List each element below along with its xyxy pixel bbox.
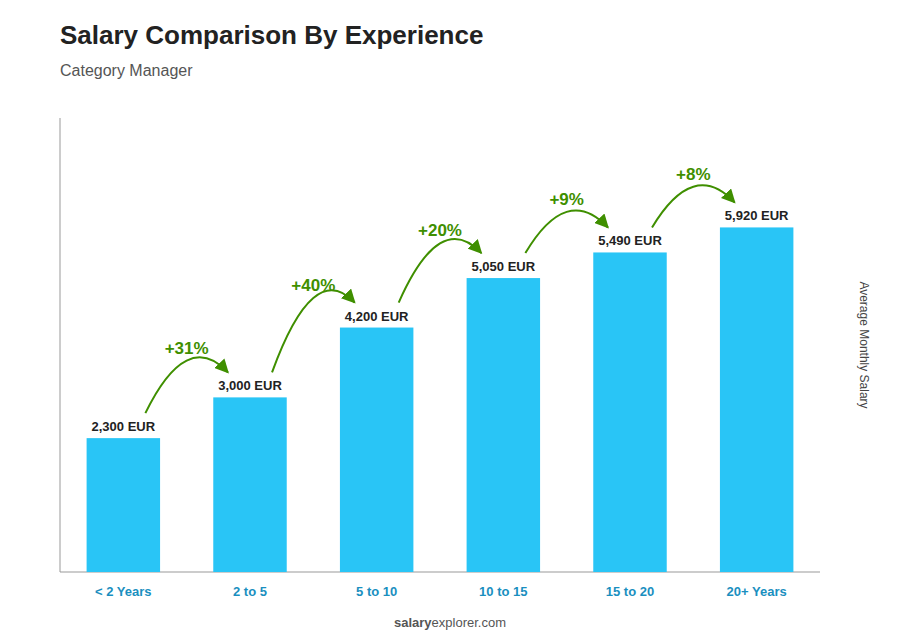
bar xyxy=(340,328,413,572)
data-label: 5,920 EUR xyxy=(725,208,789,223)
bar xyxy=(467,278,540,572)
x-axis-line xyxy=(60,572,820,573)
bar xyxy=(593,252,666,572)
title: Salary Comparison By Experience xyxy=(60,20,483,50)
x-tick-label: < 2 Years xyxy=(95,584,152,599)
annotation: +8% xyxy=(676,165,711,184)
annotation: +31% xyxy=(165,339,209,358)
y-axis-label: Average Monthly Salary xyxy=(857,281,871,408)
data-label: 2,300 EUR xyxy=(92,419,156,434)
footer: salaryexplorer.com xyxy=(394,615,506,630)
footer-part: salary xyxy=(394,615,432,630)
chart-container: Salary Comparison By Experience Category … xyxy=(0,0,900,641)
chart-svg: Salary Comparison By Experience Category … xyxy=(0,0,900,641)
bars xyxy=(87,227,794,572)
data-label: 5,490 EUR xyxy=(598,233,662,248)
data-label: 5,050 EUR xyxy=(472,259,536,274)
y-axis-line xyxy=(60,118,61,572)
annotation: +20% xyxy=(418,221,462,240)
bar xyxy=(720,227,793,572)
x-tick-label: 2 to 5 xyxy=(233,584,267,599)
growth-arrow xyxy=(652,185,735,227)
bar xyxy=(213,397,286,572)
footer-part: explorer.com xyxy=(432,615,506,630)
x-tick-label: 15 to 20 xyxy=(606,584,654,599)
x-tick-label: 5 to 10 xyxy=(356,584,397,599)
growth-arrow xyxy=(145,357,228,413)
data-label: 3,000 EUR xyxy=(218,378,282,393)
subtitle: Category Manager xyxy=(60,62,193,79)
data-label: 4,200 EUR xyxy=(345,309,409,324)
annotation: +40% xyxy=(291,276,335,295)
growth-arrow xyxy=(525,210,608,253)
x-tick-label: 20+ Years xyxy=(727,584,787,599)
x-tick-label: 10 to 15 xyxy=(479,584,527,599)
bar xyxy=(87,438,160,572)
growth-arrow xyxy=(399,239,482,303)
annotation: +9% xyxy=(549,190,584,209)
growth-arrow xyxy=(272,290,355,372)
